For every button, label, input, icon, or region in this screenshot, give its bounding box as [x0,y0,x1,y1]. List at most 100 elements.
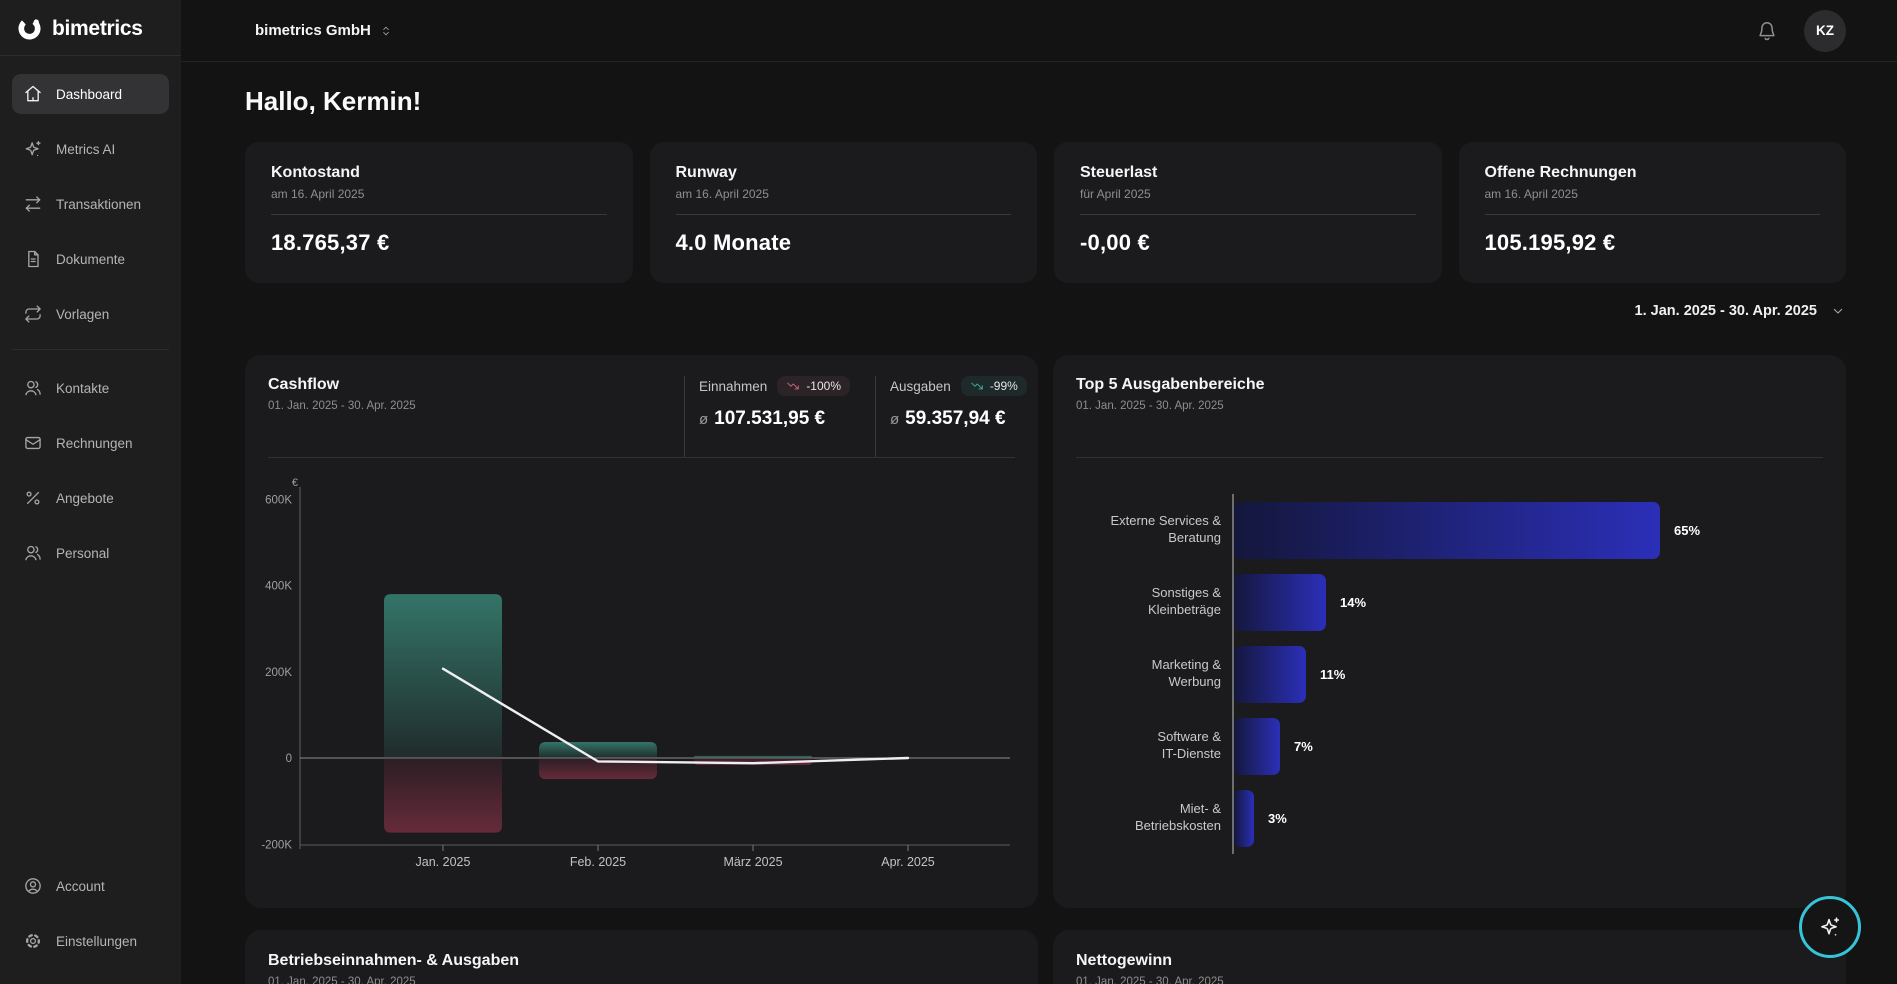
sidebar-item-vorlagen[interactable]: Vorlagen [12,294,169,334]
stat-card: Runway am 16. April 2025 4.0 Monate [649,142,1037,283]
bell-icon[interactable] [1756,20,1778,42]
stat-card-title: Offene Rechnungen [1484,164,1637,181]
svg-text:600K: 600K [265,494,292,506]
stat-card: Kontostand am 16. April 2025 18.765,37 € [245,142,633,283]
chevrons-up-down-icon [379,24,393,38]
svg-text:0: 0 [286,753,292,765]
stat-card-divider [1484,214,1820,215]
sidebar-item-account[interactable]: Account [12,866,169,906]
bottom-card-subtitle: 01. Jan. 2025 - 30. Apr. 2025 [268,976,416,984]
top5-bar [1234,717,1280,775]
top5-title-block: Top 5 Ausgabenbereiche 01. Jan. 2025 - 3… [1076,376,1823,457]
stat-card: Steuerlast für April 2025 -0,00 € [1054,142,1442,283]
stat-card-value: -0,00 € [1080,230,1150,255]
sidebar-divider [0,55,181,56]
company-selector[interactable]: bimetrics GmbH [255,22,393,39]
sidebar-item-label: Personal [56,545,110,561]
metric-change-badge: -99% [960,376,1027,396]
metric-change-badge: -100% [777,376,850,396]
top5-card-header: Top 5 Ausgabenbereiche 01. Jan. 2025 - 3… [1076,355,1823,458]
stat-card-divider [675,214,1011,215]
envelope-icon [23,433,43,453]
svg-text:Apr. 2025: Apr. 2025 [881,855,935,869]
sidebar-item-label: Rechnungen [56,435,133,451]
top5-bar [1234,501,1660,559]
stat-card-value: 4.0 Monate [675,230,792,255]
charts-row: Cashflow 01. Jan. 2025 - 30. Apr. 2025 E… [245,355,1846,908]
average-amount: 59.357,94 € [905,408,1006,429]
sidebar-item-label: Einstellungen [56,933,138,949]
sparkles-icon [23,139,43,159]
home-icon [23,84,43,104]
topbar-right: KZ [1756,9,1846,52]
stat-card-title: Runway [675,164,737,181]
cashflow-metric-einnahmen: Einnahmen -100% ø 107.531,95 € [684,376,861,457]
bottom-card-title: Nettogewinn [1076,952,1172,969]
stat-card-subtitle: für April 2025 [1080,187,1151,201]
repeat-icon [23,304,43,324]
cashflow-card-header: Cashflow 01. Jan. 2025 - 30. Apr. 2025 E… [268,355,1027,458]
sidebar-item-angebote[interactable]: Angebote [12,478,169,518]
cashflow-chart: €600K 400K 200K 0 -200K Jan. 2025 Feb. 2025 Mär… [245,475,1038,895]
date-range-label: 1. Jan. 2025 - 30. Apr. 2025 [1634,303,1817,319]
stat-card-divider [1080,214,1416,215]
user-circle-icon [23,876,43,896]
company-name: bimetrics GmbH [255,22,371,39]
stat-card-divider [271,214,607,215]
average-symbol: ø [699,411,709,428]
top5-value-label: 14% [1340,594,1367,610]
metric-label: Ausgaben [890,378,951,394]
top5-bar [1234,573,1326,631]
svg-text:400K: 400K [265,581,292,593]
top5-title: Top 5 Ausgabenbereiche [1076,376,1265,393]
top5-category-label: Miet- & Betriebskosten [1135,801,1221,833]
users-icon [23,378,43,398]
sidebar-item-einstellungen[interactable]: Einstellungen [12,921,169,961]
top5-row: Miet- & Betriebskosten 3% [1074,782,1825,854]
sidebar-item-rechnungen[interactable]: Rechnungen [12,423,169,463]
sparkles-icon [1818,915,1842,939]
stat-card-title: Kontostand [271,164,360,181]
trend-down-icon [970,379,984,393]
sidebar: bimetrics Dashboard Metrics AI Transaktion… [0,0,181,984]
percent-icon [23,488,43,508]
svg-text:Feb. 2025: Feb. 2025 [570,855,626,869]
average-symbol: ø [890,411,900,428]
date-range-selector[interactable]: 1. Jan. 2025 - 30. Apr. 2025 [1635,303,1846,319]
top5-bar-zone: 11% [1232,638,1825,710]
sidebar-item-transaktionen[interactable]: Transaktionen [12,184,169,224]
cashflow-subtitle: 01. Jan. 2025 - 30. Apr. 2025 [268,400,416,412]
sidebar-item-dashboard[interactable]: Dashboard [12,74,169,114]
top5-row: Marketing & Werbung 11% [1074,638,1825,710]
sidebar-item-dokumente[interactable]: Dokumente [12,239,169,279]
top5-bar-chart: Externe Services & Beratung 65% Sonstiges &… [1074,494,1825,854]
metric-average: ø 59.357,94 € [890,408,1015,430]
top5-card: Top 5 Ausgabenbereiche 01. Jan. 2025 - 3… [1053,355,1846,908]
avatar[interactable]: KZ [1804,9,1846,52]
users-icon [23,543,43,563]
brand-logo[interactable]: bimetrics [0,0,181,55]
stat-card-value: 105.195,92 € [1484,230,1616,255]
main-area: bimetrics GmbH KZ Hallo, Kermin! Kontost… [181,0,1897,984]
bottom-card: Betriebseinnahmen- & Ausgaben 01. Jan. 20… [245,930,1038,984]
sidebar-item-label: Dashboard [56,86,123,102]
bottom-cards-row: Betriebseinnahmen- & Ausgaben 01. Jan. 20… [245,930,1846,984]
trend-down-icon [786,379,800,393]
top5-category-label: Marketing & Werbung [1151,657,1221,689]
sidebar-nav-footer: Account Einstellungen [0,866,181,984]
top5-bar [1234,789,1254,847]
chevron-down-icon [1830,303,1846,319]
bottom-card-subtitle: 01. Jan. 2025 - 30. Apr. 2025 [1076,976,1224,984]
sidebar-item-label: Metrics AI [56,141,116,157]
top5-category-label: Sonstiges & Kleinbeträge [1148,585,1221,617]
svg-text:€: € [292,477,298,489]
bottom-card-title: Betriebseinnahmen- & Ausgaben [268,952,520,969]
page-greeting: Hallo, Kermin! [245,86,422,116]
sidebar-nav-main: Dashboard Metrics AI Transaktionen Dokument… [0,56,181,349]
sidebar-item-personal[interactable]: Personal [12,533,169,573]
sidebar-item-metrics-ai[interactable]: Metrics AI [12,129,169,169]
ai-assistant-fab[interactable] [1799,896,1861,958]
sidebar-item-kontakte[interactable]: Kontakte [12,368,169,408]
sidebar-item-label: Account [56,878,105,894]
